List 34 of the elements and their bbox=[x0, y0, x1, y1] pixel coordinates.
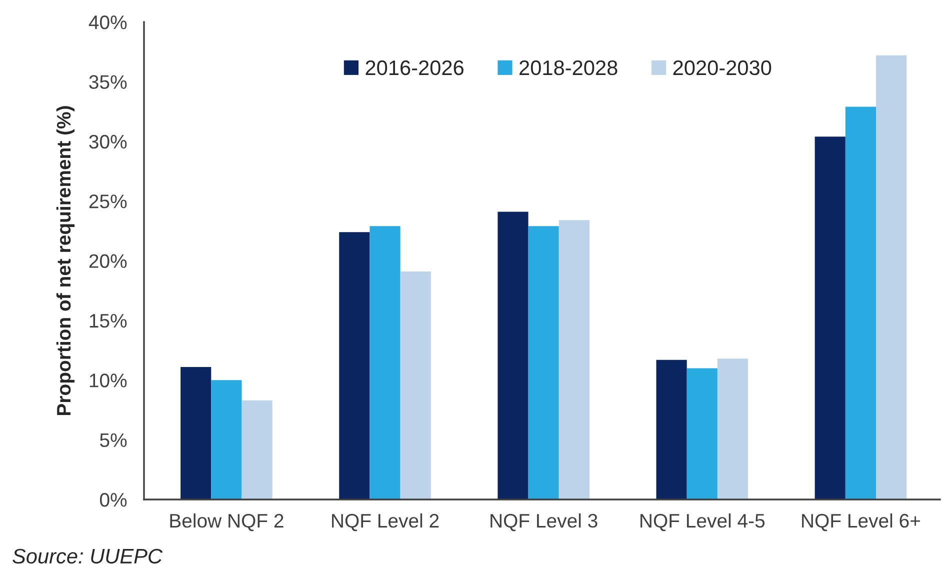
y-tick-label: 40% bbox=[88, 15, 127, 30]
y-tick-label: 30% bbox=[89, 134, 127, 149]
y-tick-label: 5% bbox=[100, 433, 127, 448]
y-tick-label: 25% bbox=[89, 194, 127, 208]
bar bbox=[339, 232, 370, 500]
bar bbox=[180, 366, 212, 500]
bar bbox=[876, 55, 907, 500]
y-tick-label: 0% bbox=[100, 492, 127, 507]
legend-label: 2016-2026 bbox=[366, 60, 464, 76]
bar bbox=[400, 271, 431, 500]
x-tick-label: NQF Level 4-5 bbox=[640, 513, 765, 532]
bar bbox=[242, 400, 272, 500]
legend-label: 2020-2030 bbox=[673, 60, 772, 76]
y-tick-label: 10% bbox=[90, 374, 127, 388]
bar bbox=[686, 368, 718, 500]
bar bbox=[845, 106, 876, 500]
y-axis-title: Proportion of net requirement (%) bbox=[56, 106, 75, 415]
x-tick-label: NQF Level 2 bbox=[332, 513, 439, 532]
x-tick-label: NQF Level 3 bbox=[490, 513, 598, 532]
x-tick-label: Below NQF 2 bbox=[170, 513, 284, 532]
y-tick-label: 20% bbox=[89, 254, 127, 268]
source-note: Source: UUEPC bbox=[12, 548, 163, 564]
bar bbox=[558, 220, 590, 500]
bar bbox=[656, 360, 687, 500]
x-tick-label: NQF Level 6+ bbox=[802, 513, 920, 532]
y-tick-label: 15% bbox=[90, 314, 127, 328]
bar bbox=[211, 380, 242, 500]
bar bbox=[528, 226, 559, 500]
bar bbox=[814, 136, 846, 500]
bar bbox=[717, 358, 748, 500]
y-tick-label: 35% bbox=[89, 75, 127, 89]
legend-label: 2018-2028 bbox=[520, 60, 618, 76]
bar bbox=[498, 212, 528, 500]
bar bbox=[370, 226, 400, 500]
